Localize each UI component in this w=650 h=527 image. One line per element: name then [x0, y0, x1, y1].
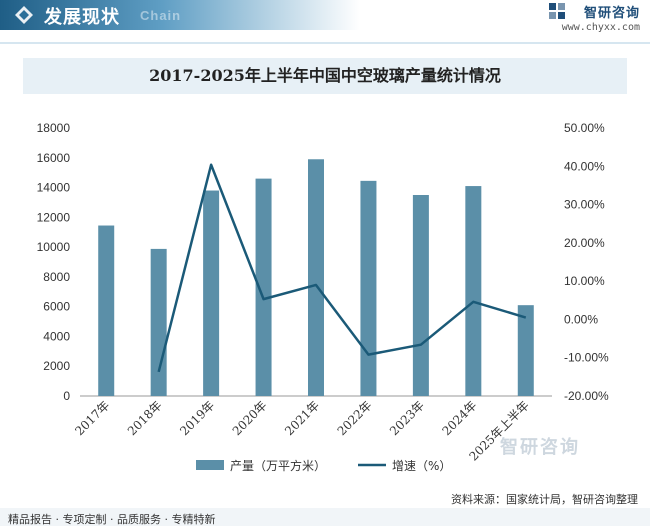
legend-line-label: 增速（%）	[392, 459, 451, 473]
right-axis-ticks: -20.00% -10.00% 0.00% 10.00% 20.00% 30.00% 40.…	[564, 121, 609, 403]
chart-title: 2017-2025年上半年中国中空玻璃产量统计情况	[149, 66, 501, 85]
bar	[308, 159, 324, 396]
bar	[465, 186, 482, 396]
x-tick-label: 2019年	[177, 398, 217, 438]
legend-bar-swatch	[196, 460, 224, 470]
left-tick-label: 6000	[43, 300, 70, 314]
logo-url: www.chyxx.com	[561, 22, 640, 33]
logo-name: 智研咨询	[583, 6, 640, 21]
x-tick-label: 2020年	[230, 398, 270, 438]
left-tick-label: 18000	[37, 121, 71, 135]
right-tick-label: 30.00%	[564, 198, 605, 212]
header: 发展现状 Chain 智研咨询 www.chyxx.com	[0, 0, 650, 44]
left-tick-label: 4000	[43, 329, 70, 343]
left-tick-label: 14000	[37, 181, 71, 195]
left-tick-label: 16000	[37, 151, 71, 165]
chart-title-box: 2017-2025年上半年中国中空玻璃产量统计情况	[23, 58, 627, 94]
right-tick-label: 10.00%	[564, 274, 605, 288]
bar	[360, 180, 377, 396]
header-band	[0, 0, 360, 30]
right-tick-label: 0.00%	[564, 312, 598, 326]
bar	[255, 178, 272, 396]
watermark-brand: 智研咨询	[500, 437, 580, 458]
left-tick-label: 8000	[43, 270, 70, 284]
legend-bar-label: 产量（万平方米）	[230, 458, 326, 473]
diamond-icon	[15, 6, 33, 24]
bar	[150, 248, 167, 396]
left-tick-label: 10000	[37, 240, 71, 254]
header-ghost-text: Chain	[140, 8, 182, 23]
right-tick-label: 40.00%	[564, 159, 605, 173]
left-axis-ticks: 0 2000 4000 6000 8000 10000 12000 14000 16000 180…	[37, 121, 71, 403]
left-tick-label: 12000	[37, 210, 71, 224]
right-tick-label: 20.00%	[564, 236, 605, 250]
right-tick-label: -10.00%	[564, 351, 609, 365]
left-tick-label: 2000	[43, 359, 70, 373]
x-axis-ticks: 2017年 2018年 2019年 2020年 2021年 2022年 2023年 2024年…	[72, 398, 532, 463]
x-tick-label: 2017年	[72, 398, 112, 438]
x-tick-label: 2024年	[439, 398, 479, 438]
footer-tagline: 精品报告 · 专项定制 · 品质服务 · 专精特新	[8, 513, 216, 526]
logo-icon	[549, 3, 565, 19]
x-tick-label: 2023年	[387, 398, 427, 438]
bar	[412, 195, 429, 396]
section-title: 发展现状	[44, 7, 120, 28]
source-note: 资料来源：国家统计局，智研咨询整理	[451, 493, 638, 506]
right-tick-label: 50.00%	[564, 121, 605, 135]
left-tick-label: 0	[63, 389, 70, 403]
x-tick-label: 2022年	[335, 398, 375, 438]
right-tick-label: -20.00%	[564, 389, 609, 403]
x-tick-label: 2018年	[125, 398, 165, 438]
header-divider	[0, 42, 650, 44]
legend: 产量（万平方米） 增速（%）	[196, 458, 451, 473]
bar-series	[98, 159, 534, 396]
x-tick-label: 2021年	[282, 398, 322, 438]
bar	[517, 305, 534, 396]
bar	[203, 190, 220, 396]
bar	[98, 225, 115, 396]
growth-line	[157, 163, 527, 373]
footer-bar	[0, 508, 650, 526]
